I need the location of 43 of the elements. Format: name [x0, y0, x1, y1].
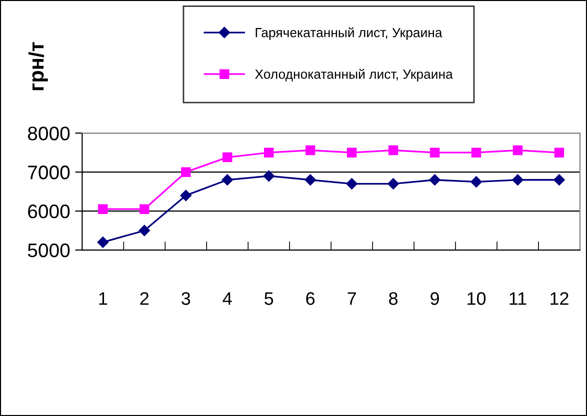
point	[222, 152, 232, 162]
y-tick-label: 7000	[28, 166, 70, 180]
point	[429, 174, 440, 186]
x-tick-label: 8	[389, 292, 398, 305]
point	[346, 178, 358, 190]
x-tick-label: 7	[348, 292, 356, 305]
point	[388, 145, 398, 156]
point	[263, 170, 274, 182]
point	[512, 174, 524, 186]
point	[222, 174, 233, 186]
legend-label: Холоднокатанный лист, Украина	[255, 68, 453, 82]
point	[346, 148, 357, 158]
x-tick-label: 9	[430, 292, 439, 305]
point	[181, 167, 191, 177]
point	[97, 236, 109, 248]
point	[305, 145, 316, 156]
point	[512, 145, 523, 156]
x-tick-label: 1	[99, 292, 108, 305]
point	[264, 148, 274, 158]
x-tick-label: 5	[264, 292, 274, 305]
point	[98, 204, 108, 214]
point	[470, 176, 482, 188]
x-tick-label: 6	[306, 292, 315, 305]
x-tick-label: 4	[222, 292, 232, 305]
point	[138, 224, 150, 236]
x-tick-label: 10	[468, 292, 486, 305]
x-tick-label: 11	[510, 292, 526, 305]
y-tick-label: 6000	[28, 204, 70, 218]
point	[304, 174, 316, 186]
point	[388, 178, 399, 190]
point	[430, 148, 440, 158]
point	[471, 148, 482, 158]
point	[554, 174, 565, 186]
point	[554, 148, 564, 158]
y-axis-title: грн/т	[28, 42, 48, 90]
y-tick-label: 5000	[28, 243, 70, 258]
y-tick-label: 8000	[28, 126, 70, 140]
x-tick-label: 12	[550, 292, 568, 305]
point	[180, 190, 192, 202]
point	[140, 204, 150, 214]
x-tick-label: 3	[182, 292, 190, 305]
legend-label: Гарячекатанный лист, Украина	[256, 27, 442, 40]
x-tick-label: 2	[140, 292, 149, 305]
